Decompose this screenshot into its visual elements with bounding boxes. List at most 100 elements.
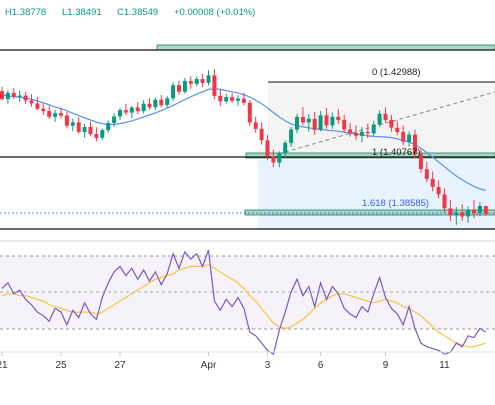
candle bbox=[123, 103, 128, 115]
candle bbox=[41, 103, 46, 115]
candle bbox=[389, 115, 394, 132]
candle-body bbox=[135, 107, 140, 112]
candle bbox=[129, 105, 134, 119]
candle-body bbox=[289, 129, 294, 143]
candle bbox=[289, 126, 294, 147]
header-low: L1.38491 bbox=[62, 7, 102, 18]
candle bbox=[147, 98, 152, 110]
candle-body bbox=[100, 130, 105, 138]
candle bbox=[230, 93, 235, 103]
candle-body bbox=[5, 92, 10, 100]
candle-body bbox=[271, 156, 276, 163]
candle-body bbox=[35, 103, 40, 109]
candle-body bbox=[401, 131, 406, 142]
x-tick-label: 3 bbox=[265, 360, 271, 371]
candle bbox=[283, 140, 288, 158]
candle-body bbox=[59, 113, 63, 116]
x-axis: 21 25 27 Apr 3 6 9 11 bbox=[0, 352, 450, 371]
candle-body bbox=[472, 209, 476, 214]
candle-body bbox=[123, 110, 128, 113]
candle-body bbox=[247, 102, 252, 123]
candle-body bbox=[82, 126, 87, 132]
candle-body bbox=[277, 153, 282, 163]
candle-body bbox=[430, 178, 435, 187]
candle bbox=[271, 149, 276, 168]
candle-body bbox=[318, 115, 323, 130]
candle-body bbox=[395, 127, 400, 132]
candle-body bbox=[265, 140, 270, 157]
candle bbox=[88, 121, 93, 137]
candle bbox=[47, 105, 52, 120]
fib-1618-label: 1.618 (1.38585) bbox=[362, 198, 429, 209]
candle-body bbox=[182, 81, 187, 92]
candle-body bbox=[64, 115, 69, 126]
candle bbox=[177, 80, 181, 95]
candle bbox=[295, 113, 299, 134]
candle bbox=[188, 76, 193, 89]
candle-body bbox=[407, 134, 412, 142]
rsi-panel bbox=[0, 240, 495, 356]
candle-body bbox=[354, 132, 358, 136]
candle-body bbox=[477, 206, 482, 214]
candle-body bbox=[418, 154, 423, 170]
target-zone bbox=[244, 209, 495, 216]
candle-body bbox=[371, 124, 376, 134]
candle bbox=[29, 94, 34, 107]
candle-body bbox=[76, 122, 81, 132]
candle bbox=[5, 90, 10, 104]
candle-body bbox=[188, 81, 193, 84]
x-tick-label: 9 bbox=[383, 360, 389, 371]
candle bbox=[182, 78, 187, 94]
candle bbox=[100, 128, 105, 140]
candle-body bbox=[365, 131, 370, 134]
candle bbox=[135, 102, 140, 115]
candles-layer bbox=[0, 69, 488, 225]
candle-body bbox=[206, 75, 211, 83]
candle bbox=[218, 89, 223, 106]
candle-body bbox=[259, 128, 264, 141]
rsi-lines bbox=[1, 249, 487, 356]
candle bbox=[454, 206, 459, 225]
candle-body bbox=[253, 122, 258, 129]
candle bbox=[436, 180, 441, 199]
rsi-line bbox=[1, 249, 487, 356]
x-tick-label: Apr bbox=[201, 360, 217, 371]
candle-body bbox=[300, 117, 305, 123]
candle-body bbox=[129, 107, 134, 113]
candle bbox=[212, 69, 217, 100]
x-tick-label: 11 bbox=[439, 360, 450, 371]
candle-body bbox=[436, 187, 441, 195]
candle-body bbox=[218, 95, 223, 102]
candle bbox=[483, 206, 488, 216]
candle bbox=[265, 134, 270, 160]
candle-body bbox=[194, 79, 199, 84]
candle bbox=[11, 88, 16, 100]
candle bbox=[466, 206, 471, 223]
candle-body bbox=[70, 122, 75, 126]
candle bbox=[477, 202, 482, 216]
candle-body bbox=[383, 113, 388, 120]
candle bbox=[359, 127, 364, 143]
header-close: C1.38549 bbox=[117, 7, 158, 18]
candle bbox=[418, 149, 423, 173]
x-tick-label: 6 bbox=[318, 360, 324, 371]
candle bbox=[141, 100, 146, 114]
candle bbox=[171, 82, 176, 101]
candle-body bbox=[224, 97, 229, 102]
candle bbox=[342, 115, 347, 134]
candle bbox=[0, 86, 4, 101]
candle-body bbox=[413, 134, 417, 155]
candle bbox=[377, 110, 382, 127]
candle bbox=[165, 95, 170, 108]
candle-body bbox=[342, 120, 347, 130]
candle-body bbox=[118, 110, 122, 117]
fib-1-label: 1 (1.40767) bbox=[372, 147, 421, 158]
candle-body bbox=[212, 75, 217, 96]
candle bbox=[395, 121, 400, 136]
resistance-zone bbox=[156, 44, 495, 51]
candle bbox=[330, 112, 335, 129]
candle-body bbox=[359, 131, 364, 136]
candle bbox=[35, 97, 40, 110]
